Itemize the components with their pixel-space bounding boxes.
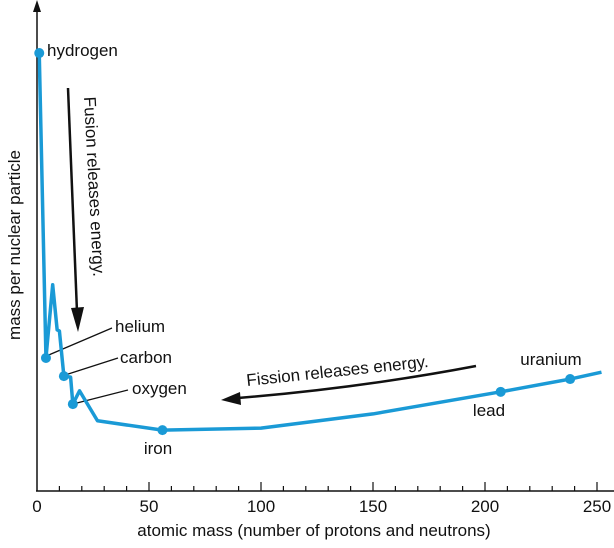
point-label-iron: iron bbox=[144, 439, 172, 458]
helium-leader bbox=[43, 327, 113, 358]
data-point-uranium bbox=[565, 374, 576, 385]
point-label-oxygen: oxygen bbox=[132, 379, 187, 398]
x-tick-label: 100 bbox=[247, 497, 275, 516]
fission-annotation: Fission releases energy. bbox=[221, 352, 477, 405]
data-point-lead bbox=[495, 386, 506, 397]
x-tick-label: 200 bbox=[471, 497, 499, 516]
fusion-arrow bbox=[66, 87, 79, 313]
fusion-label: Fusion releases energy. bbox=[80, 96, 108, 277]
leader-lines bbox=[43, 327, 129, 405]
axes bbox=[33, 0, 614, 492]
data-point-helium bbox=[40, 352, 51, 363]
fission-arrow bbox=[237, 364, 477, 400]
data-point-carbon bbox=[58, 371, 69, 382]
data-point-iron bbox=[157, 425, 168, 436]
data-point-hydrogen bbox=[34, 48, 45, 59]
point-label-lead: lead bbox=[473, 401, 505, 420]
point-label-helium: helium bbox=[115, 317, 165, 336]
point-label-uranium: uranium bbox=[520, 350, 581, 369]
fission-arrowhead-icon bbox=[221, 392, 241, 405]
point-label-hydrogen: hydrogen bbox=[47, 41, 118, 60]
x-tick-label: 50 bbox=[140, 497, 159, 516]
x-tick-label: 0 bbox=[32, 497, 41, 516]
x-tick-label: 250 bbox=[583, 497, 611, 516]
x-tick-label: 150 bbox=[359, 497, 387, 516]
y-axis-label: mass per nuclear particle bbox=[5, 150, 24, 340]
x-axis-label: atomic mass (number of protons and neutr… bbox=[137, 521, 490, 540]
y-axis-arrow-icon bbox=[33, 0, 41, 12]
point-label-carbon: carbon bbox=[120, 348, 172, 367]
data-line bbox=[37, 52, 602, 432]
fusion-arrowhead-icon bbox=[71, 307, 84, 332]
data-point-oxygen bbox=[67, 399, 78, 410]
fusion-annotation: Fusion releases energy. bbox=[66, 87, 108, 332]
oxygen-leader bbox=[72, 389, 129, 405]
carbon-leader bbox=[61, 357, 119, 377]
fission-label: Fission releases energy. bbox=[245, 352, 429, 390]
